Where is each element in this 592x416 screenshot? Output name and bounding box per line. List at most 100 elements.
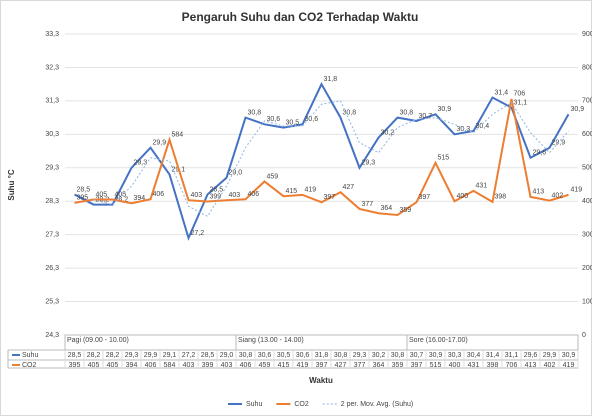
- point-label: 377: [362, 201, 374, 208]
- line-series: [93, 100, 569, 217]
- point-label: 28,5: [210, 186, 224, 193]
- y-tick-label: 30,3: [45, 131, 59, 138]
- table-cell: 403: [221, 362, 233, 369]
- table-cell: 28,5: [201, 352, 215, 359]
- y-axis-label: Suhu °C: [7, 169, 16, 200]
- legend-label: 2 per. Mov. Avg. (Suhu): [341, 401, 414, 408]
- y-tick-label: 32,3: [45, 64, 59, 71]
- point-label: 30,2: [381, 130, 395, 137]
- y-tick-label: 28,3: [45, 198, 59, 205]
- table-cell: 364: [373, 362, 385, 369]
- y2-tick-label: 0: [582, 332, 586, 339]
- table-cell: 419: [297, 362, 309, 369]
- point-label: 405: [96, 191, 108, 198]
- table-cell: 394: [126, 362, 138, 369]
- table-cell: 30,8: [239, 352, 253, 359]
- point-label: 31,8: [324, 76, 338, 83]
- point-label: 30,8: [248, 109, 262, 116]
- point-label: 30,9: [438, 106, 452, 113]
- point-label: 399: [210, 193, 222, 200]
- table-cell: 30,3: [448, 352, 462, 359]
- table-cell: 29,6: [524, 352, 538, 359]
- point-label: 402: [552, 192, 564, 199]
- y-tick-label: 29,3: [45, 165, 59, 172]
- y-tick-label: 31,3: [45, 98, 59, 105]
- table-cell: 30,9: [429, 352, 443, 359]
- point-label: 431: [476, 183, 488, 190]
- table-cell: 419: [563, 362, 575, 369]
- table-cell: 515: [430, 362, 442, 369]
- point-label: 28,2: [115, 196, 129, 203]
- table-cell: 30,4: [467, 352, 481, 359]
- table-cell: 30,8: [334, 352, 348, 359]
- table-cell: 29,1: [163, 352, 177, 359]
- table-cell: 30,6: [296, 352, 310, 359]
- table-cell: 402: [544, 362, 556, 369]
- point-label: 31,4: [495, 89, 509, 96]
- point-label: 406: [153, 191, 165, 198]
- y2-tick-label: 700: [582, 98, 592, 105]
- point-label: 29,6: [533, 150, 547, 157]
- table-cell: 31,8: [315, 352, 329, 359]
- point-label: 427: [343, 184, 355, 191]
- table-cell: 706: [506, 362, 518, 369]
- table-cell: 28,2: [106, 352, 120, 359]
- point-label: 515: [438, 155, 450, 162]
- table-cell: 29,9: [144, 352, 158, 359]
- table-cell: 29,3: [353, 352, 367, 359]
- table-cell: 28,5: [68, 352, 82, 359]
- point-label: 30,6: [267, 116, 281, 123]
- table-cell: 415: [278, 362, 290, 369]
- table-cell: 405: [88, 362, 100, 369]
- table-cell: 359: [392, 362, 404, 369]
- point-label: 706: [514, 91, 526, 98]
- point-label: 394: [134, 195, 146, 202]
- point-label: 30,8: [400, 109, 414, 116]
- table-row-label: Suhu: [22, 352, 38, 359]
- table-cell: 431: [468, 362, 480, 369]
- y-tick-label: 26,3: [45, 265, 59, 272]
- table-cell: 30,5: [277, 352, 291, 359]
- point-label: 397: [324, 194, 336, 201]
- point-label: 403: [229, 192, 241, 199]
- table-cell: 397: [411, 362, 423, 369]
- point-label: 398: [495, 194, 507, 201]
- table-cell: 31,4: [486, 352, 500, 359]
- point-label: 29,0: [229, 170, 243, 177]
- y2-tick-label: 500: [582, 165, 592, 172]
- legend-label: CO2: [294, 401, 309, 408]
- line-series: [74, 82, 570, 241]
- group-label: Pagi (09.00 - 10.00): [67, 337, 129, 344]
- point-label: 403: [191, 192, 203, 199]
- point-label: 419: [305, 187, 317, 194]
- point-label: 415: [286, 188, 298, 195]
- chart-title: Pengaruh Suhu dan CO2 Terhadap Waktu: [182, 10, 419, 24]
- point-label: 30,7: [419, 113, 433, 120]
- table-cell: 30,8: [391, 352, 405, 359]
- y2-tick-label: 800: [582, 64, 592, 71]
- table-cell: 397: [316, 362, 328, 369]
- group-label: Sore (16.00-17.00): [409, 337, 468, 344]
- y2-tick-label: 400: [582, 198, 592, 205]
- table-cell: 459: [259, 362, 271, 369]
- table-cell: 398: [487, 362, 499, 369]
- table-cell: 584: [164, 362, 176, 369]
- point-label: 419: [571, 187, 583, 194]
- point-label: 395: [77, 195, 89, 202]
- point-label: 400: [457, 193, 469, 200]
- table-row-label: CO2: [22, 362, 37, 369]
- table-cell: 413: [525, 362, 537, 369]
- point-label: 364: [381, 205, 393, 212]
- table-cell: 406: [145, 362, 157, 369]
- point-label: 459: [267, 173, 279, 180]
- point-label: 30,4: [476, 123, 490, 130]
- table-cell: 406: [240, 362, 252, 369]
- y2-tick-label: 900: [582, 31, 592, 38]
- y2-tick-label: 600: [582, 131, 592, 138]
- point-label: 30,8: [343, 109, 357, 116]
- table-cell: 30,9: [562, 352, 576, 359]
- point-label: 28,5: [77, 186, 91, 193]
- x-axis-label: Waktu: [309, 376, 333, 385]
